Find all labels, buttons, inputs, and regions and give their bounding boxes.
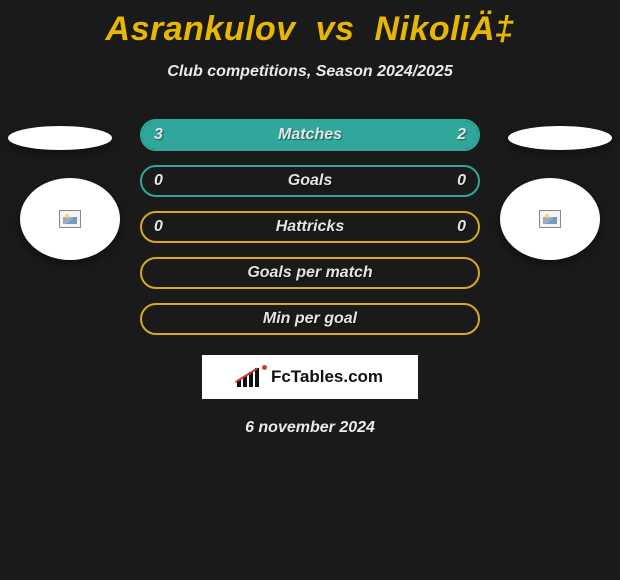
stat-label: Hattricks [276,218,344,236]
player2-club-ellipse [508,126,612,150]
stat-row: Goals per match [140,257,480,289]
stat-value-right: 2 [457,121,466,149]
player1-name: Asrankulov [106,10,296,48]
placeholder-image-icon [59,210,81,228]
stat-value-left: 0 [154,167,163,195]
comparison-title: Asrankulov vs NikoliÄ‡ [0,10,620,49]
bar-chart-icon [237,367,265,387]
stat-row: Min per goal [140,303,480,335]
footer-date: 6 november 2024 [0,419,620,437]
stat-row: 3 2 Matches [140,119,480,151]
logo-text: FcTables.com [271,367,383,387]
player2-badge [500,178,600,260]
stats-container: 3 2 Matches 0 0 Goals 0 0 Hattricks Goals per mat… [140,119,480,335]
fctables-logo: FcTables.com [202,355,418,399]
player1-badge [20,178,120,260]
subtitle: Club competitions, Season 2024/2025 [0,63,620,81]
stat-row: 0 0 Goals [140,165,480,197]
stat-label: Matches [278,126,342,144]
vs-separator: vs [316,10,355,48]
stat-value-right: 0 [457,167,466,195]
placeholder-image-icon [539,210,561,228]
player2-name: NikoliÄ‡ [374,10,514,48]
stat-value-left: 3 [154,121,163,149]
stat-row: 0 0 Hattricks [140,211,480,243]
stat-value-right: 0 [457,213,466,241]
stat-label: Goals [288,172,332,190]
player1-club-ellipse [8,126,112,150]
stat-label: Goals per match [247,264,372,282]
stat-label: Min per goal [263,310,357,328]
stat-value-left: 0 [154,213,163,241]
